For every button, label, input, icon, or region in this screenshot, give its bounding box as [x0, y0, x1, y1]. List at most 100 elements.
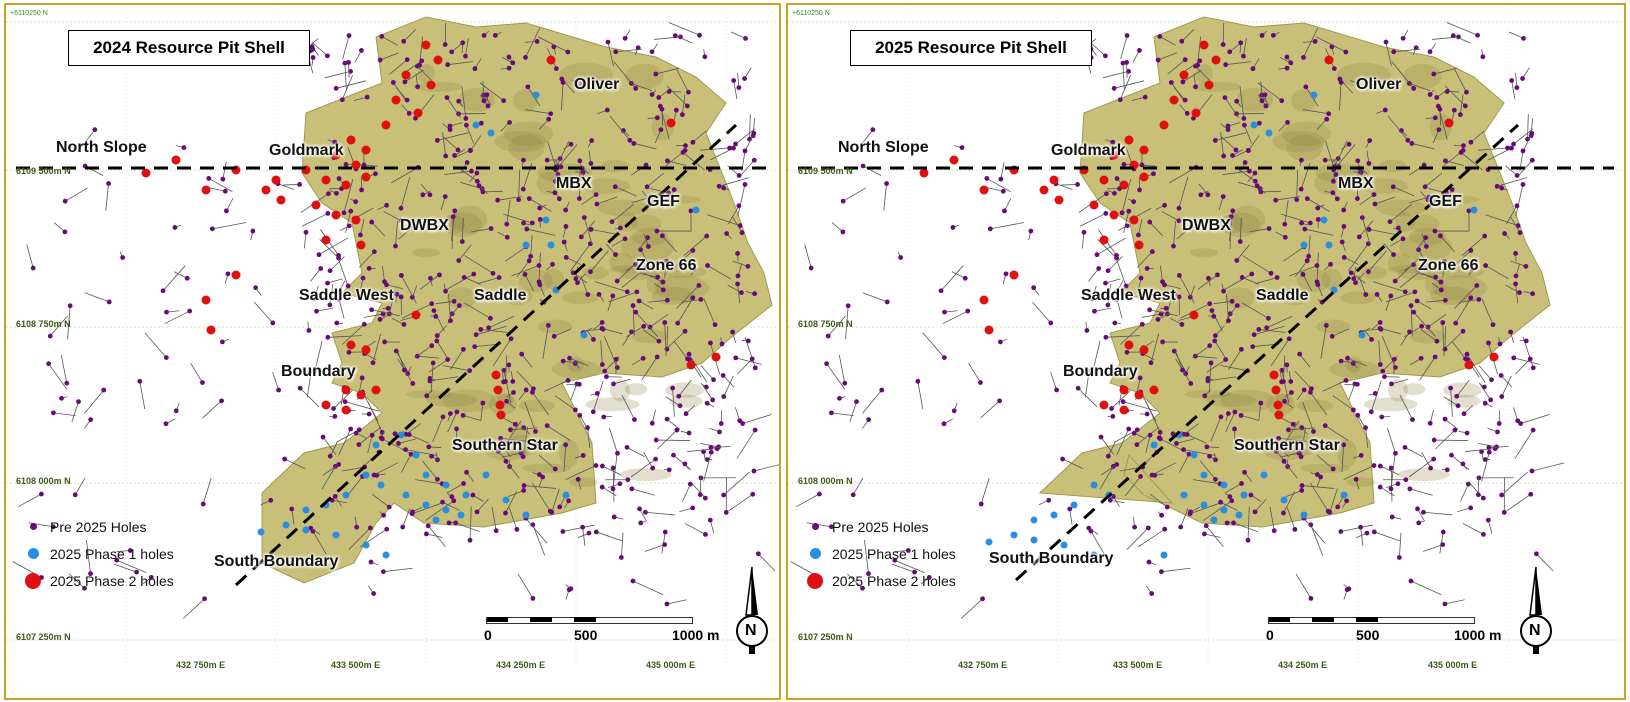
- pre-2025-hole: [324, 53, 330, 59]
- drill-trace: [86, 539, 91, 574]
- pre-2025-hole: [72, 492, 78, 498]
- pre-2025-hole: [472, 66, 478, 72]
- pre-2025-hole: [1171, 348, 1177, 354]
- pre-2025-hole: [568, 586, 574, 592]
- pre-2025-hole: [1442, 416, 1448, 422]
- drill-trace: [1123, 211, 1130, 233]
- pre-2025-hole: [1114, 297, 1120, 302]
- pre-2025-hole: [1238, 40, 1244, 46]
- pre-2025-hole: [1366, 269, 1371, 275]
- pre-2025-hole: [610, 486, 616, 492]
- pre-2025-hole: [518, 450, 524, 456]
- pre-2025-hole: [697, 492, 703, 498]
- pit-shell-shading: [518, 399, 555, 412]
- drill-trace: [602, 465, 621, 476]
- pre-2025-hole: [537, 205, 543, 211]
- phase1-hole: [1325, 241, 1333, 249]
- drill-trace: [480, 402, 484, 421]
- pre-2025-hole: [1408, 578, 1414, 584]
- pre-2025-hole: [488, 226, 494, 231]
- pre-2025-hole: [519, 351, 525, 357]
- drill-trace: [310, 268, 322, 282]
- drill-trace: [1197, 274, 1218, 290]
- pre-2025-hole: [341, 210, 347, 216]
- phase1-hole: [562, 491, 570, 499]
- drill-trace: [462, 414, 482, 421]
- pre-2025-hole: [414, 63, 420, 69]
- pit-shell-shading: [485, 441, 529, 461]
- drill-trace: [284, 458, 306, 469]
- pre-2025-hole: [1308, 596, 1314, 601]
- phase1-hole: [1358, 331, 1366, 339]
- drill-trace: [1195, 355, 1218, 359]
- pit-shell-shading: [509, 421, 526, 443]
- pre-2025-hole: [1188, 381, 1194, 386]
- easting-label: 432 750m E: [958, 660, 1008, 670]
- pre-2025-hole: [1464, 351, 1470, 357]
- pit-shell: [261, 16, 773, 584]
- pre-2025-hole: [526, 196, 532, 202]
- pre-2025-hole: [1084, 328, 1090, 333]
- drill-trace: [415, 479, 443, 485]
- pre-2025-hole: [1402, 289, 1408, 295]
- pre-2025-hole: [577, 81, 583, 86]
- pre-2025-hole: [1508, 329, 1514, 335]
- pre-2025-hole: [448, 318, 453, 324]
- phase1-hole: [1010, 531, 1018, 539]
- pre-2025-hole: [633, 309, 639, 315]
- pre-2025-hole: [303, 229, 309, 235]
- drill-trace: [1506, 205, 1518, 225]
- phase1-hole: [372, 441, 380, 449]
- phase2-hole: [1119, 180, 1129, 190]
- pre-2025-hole: [1331, 66, 1337, 72]
- phase2-hole: [371, 385, 381, 395]
- pre-2025-hole: [671, 187, 677, 193]
- pre-2025-hole: [1513, 251, 1518, 256]
- pre-2025-hole: [1481, 531, 1486, 537]
- pre-2025-hole: [326, 191, 331, 197]
- pre-2025-hole: [1281, 441, 1287, 447]
- top-grid-label: +6110250 N: [10, 10, 48, 17]
- pre-2025-hole: [1414, 298, 1420, 304]
- pre-2025-hole: [398, 218, 404, 224]
- pre-2025-hole: [1407, 486, 1413, 492]
- drill-trace: [510, 427, 538, 431]
- zone-label-boundary: Boundary: [281, 363, 356, 380]
- phase2-hole: [1179, 70, 1189, 80]
- drill-trace: [563, 444, 567, 472]
- drill-trace: [395, 221, 398, 247]
- pre-2025-hole: [327, 302, 333, 308]
- pre-2025-hole: [1338, 358, 1344, 364]
- pre-2025-hole: [431, 308, 437, 314]
- pre-2025-hole: [1229, 498, 1235, 504]
- drill-trace: [516, 370, 534, 390]
- pre-2025-hole: [1329, 44, 1335, 50]
- pre-2025-hole: [721, 394, 727, 399]
- drill-trace: [666, 599, 687, 605]
- drill-trace: [668, 189, 675, 207]
- legend-label: 2025 Phase 2 holes: [832, 572, 956, 589]
- phase2-hole: [433, 55, 443, 65]
- drill-trace: [1081, 232, 1085, 249]
- pre-2025-hole: [443, 153, 449, 159]
- pre-2025-hole: [369, 219, 375, 225]
- zone-label-southern-star: Southern Star: [1234, 437, 1340, 454]
- pre-2025-hole: [1427, 420, 1433, 426]
- pre-2025-hole: [1248, 492, 1254, 498]
- pre-2025-hole: [289, 506, 295, 512]
- phase2-hole: [1324, 55, 1334, 65]
- pre-2025-hole: [545, 322, 551, 328]
- pre-2025-hole: [268, 497, 274, 503]
- drill-trace: [1442, 261, 1445, 278]
- pre-2025-hole: [611, 381, 616, 387]
- pre-2025-hole: [1514, 173, 1520, 178]
- zone-label-north-slope: North Slope: [838, 139, 929, 156]
- pre-2025-hole: [1355, 412, 1361, 418]
- legend-label: 2025 Phase 2 holes: [50, 572, 174, 589]
- drill-trace: [316, 307, 334, 312]
- phase1-hole: [332, 531, 340, 539]
- pre-2025-hole: [488, 315, 493, 321]
- drill-trace: [1149, 221, 1164, 237]
- pre-2025-hole: [1227, 49, 1233, 55]
- drill-trace: [283, 184, 300, 186]
